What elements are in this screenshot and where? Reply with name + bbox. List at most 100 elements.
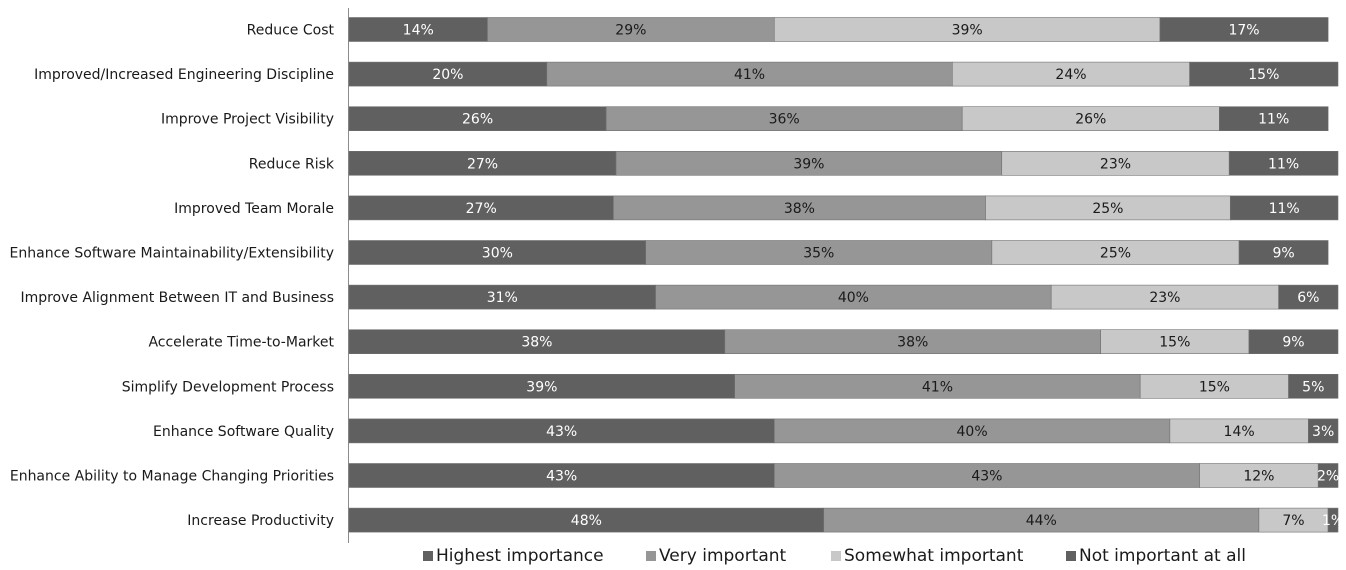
data-label: 24% bbox=[1055, 67, 1086, 83]
data-label: 29% bbox=[615, 23, 646, 39]
bar-segment bbox=[1050, 284, 1279, 310]
data-label: 9% bbox=[1282, 335, 1304, 351]
data-label: 27% bbox=[466, 201, 497, 217]
category-label: Enhance Software Maintainability/Extensi… bbox=[10, 246, 334, 262]
data-label: 14% bbox=[1224, 424, 1255, 440]
bar-segment bbox=[348, 195, 614, 221]
data-label: 2% bbox=[1317, 469, 1339, 485]
category-label: Enhance Ability to Manage Changing Prior… bbox=[10, 469, 334, 485]
data-label: 38% bbox=[784, 201, 815, 217]
bar-segment bbox=[1100, 329, 1250, 355]
data-label: 11% bbox=[1258, 112, 1289, 128]
bar-segment bbox=[1278, 284, 1339, 310]
data-label: 41% bbox=[734, 67, 765, 83]
bar-segment bbox=[1229, 195, 1339, 221]
data-label: 7% bbox=[1282, 513, 1304, 529]
bar-segment bbox=[605, 106, 963, 131]
legend-swatch bbox=[423, 551, 433, 561]
data-label: 43% bbox=[546, 469, 577, 485]
data-label: 39% bbox=[793, 156, 824, 172]
data-label: 43% bbox=[546, 424, 577, 440]
bar-segment bbox=[1139, 373, 1289, 399]
data-label: 38% bbox=[521, 335, 552, 351]
data-label: 39% bbox=[526, 379, 557, 395]
data-label: 14% bbox=[403, 23, 434, 39]
category-label: Improved Team Morale bbox=[174, 201, 334, 217]
bar-segment bbox=[348, 240, 647, 265]
bar-segment bbox=[985, 195, 1231, 221]
data-label: 23% bbox=[1149, 290, 1180, 306]
category-label: Reduce Risk bbox=[249, 156, 335, 172]
data-label: 38% bbox=[897, 335, 928, 351]
bar-segment bbox=[546, 61, 953, 87]
data-label: 26% bbox=[462, 112, 493, 128]
bar-segment bbox=[348, 507, 825, 533]
bar-segment bbox=[348, 373, 736, 399]
bar-segment bbox=[348, 284, 656, 310]
data-label: 35% bbox=[803, 246, 834, 262]
data-label: 6% bbox=[1297, 290, 1319, 306]
data-label: 40% bbox=[838, 290, 869, 306]
bar-segment bbox=[348, 418, 775, 444]
bar-segment bbox=[613, 195, 986, 221]
category-label: Enhance Software Quality bbox=[153, 424, 334, 440]
data-label: 36% bbox=[769, 112, 800, 128]
bar-segment bbox=[724, 329, 1101, 355]
bar-segment bbox=[348, 329, 726, 355]
bars-layer: 14% 29% 39% 17% 20% 41% 24% 15% 26% 36% 26% 11% 27% 3… bbox=[348, 17, 1344, 533]
bar-segment bbox=[348, 106, 607, 131]
data-label: 27% bbox=[467, 156, 498, 172]
category-label: Simplify Development Process bbox=[122, 379, 334, 395]
legend-label: Highest importance bbox=[436, 546, 604, 566]
category-label: Improve Alignment Between IT and Busines… bbox=[20, 290, 334, 306]
data-label: 17% bbox=[1228, 23, 1259, 39]
legend-swatch bbox=[831, 551, 841, 561]
legend: Highest importance Very important Somewhat… bbox=[423, 546, 1246, 566]
bar-segment bbox=[1238, 240, 1329, 265]
bar-segment bbox=[961, 106, 1220, 131]
data-label: 48% bbox=[571, 513, 602, 529]
bar-segment bbox=[773, 418, 1171, 444]
data-label: 39% bbox=[952, 23, 983, 39]
legend-swatch bbox=[1066, 551, 1076, 561]
data-label: 15% bbox=[1199, 379, 1230, 395]
category-label: Accelerate Time-to-Market bbox=[148, 335, 334, 351]
bar-segment bbox=[487, 17, 775, 42]
category-label: Increase Productivity bbox=[187, 513, 334, 529]
data-label: 11% bbox=[1269, 201, 1300, 217]
bar-segment bbox=[1308, 418, 1339, 444]
data-label: 26% bbox=[1075, 112, 1106, 128]
bar-segment bbox=[348, 151, 617, 176]
bar-segment bbox=[615, 151, 1003, 176]
data-label: 25% bbox=[1100, 246, 1131, 262]
bar-segment bbox=[991, 240, 1240, 265]
data-label: 15% bbox=[1159, 335, 1190, 351]
bar-segment bbox=[773, 17, 1161, 42]
category-label: Improve Project Visibility bbox=[161, 112, 334, 128]
legend-label: Not important at all bbox=[1079, 546, 1246, 566]
data-label: 30% bbox=[482, 246, 513, 262]
bar-segment bbox=[1327, 507, 1339, 533]
category-label: Reduce Cost bbox=[247, 23, 335, 39]
bar-segment bbox=[1248, 329, 1339, 355]
data-label: 41% bbox=[922, 379, 953, 395]
bar-segment bbox=[655, 284, 1052, 310]
bar-segment bbox=[1288, 373, 1339, 399]
bar-segment bbox=[823, 507, 1260, 533]
bar-segment bbox=[1317, 463, 1339, 488]
legend-swatch bbox=[646, 551, 656, 561]
data-label: 43% bbox=[971, 469, 1002, 485]
bar-segment bbox=[1001, 151, 1230, 176]
category-labels: Reduce Cost Improved/Increased Engineerin… bbox=[10, 23, 335, 530]
data-label: 5% bbox=[1302, 379, 1324, 395]
bar-segment bbox=[1159, 17, 1329, 42]
data-label: 15% bbox=[1248, 67, 1279, 83]
legend-label: Very important bbox=[659, 546, 787, 566]
data-label: 3% bbox=[1312, 424, 1334, 440]
bar-segment bbox=[734, 373, 1141, 399]
legend-label: Somewhat important bbox=[844, 546, 1024, 566]
bar-segment bbox=[1228, 151, 1339, 176]
data-label: 23% bbox=[1100, 156, 1131, 172]
bar-segment bbox=[1219, 106, 1329, 131]
